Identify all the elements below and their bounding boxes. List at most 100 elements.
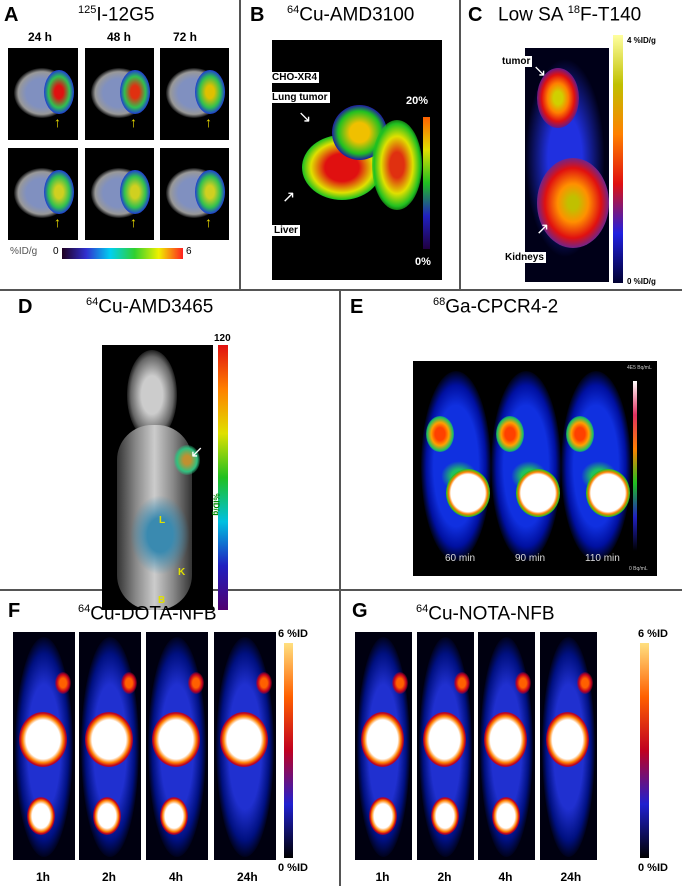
pet-image: 4E5 Bq/mL 0 Bq/mL 60 min 90 min 110 min xyxy=(413,361,657,576)
pet-ct-slice: ↑ xyxy=(160,48,229,140)
tumor-uptake xyxy=(55,672,71,694)
liver-uptake xyxy=(152,712,200,767)
panel-title: 64Cu-NOTA-NFB xyxy=(416,603,555,625)
pet-ct-slice: ↑ xyxy=(85,48,154,140)
bladder-uptake xyxy=(160,797,188,835)
colorbar xyxy=(640,643,649,858)
scale-min: 0 %ID xyxy=(638,862,668,874)
arrow-icon: ↑ xyxy=(130,114,137,130)
pet-image xyxy=(525,48,609,282)
liver-uptake xyxy=(423,712,466,767)
liver-uptake xyxy=(484,712,527,767)
pet-image xyxy=(79,632,141,860)
time-label: 60 min xyxy=(445,553,476,564)
bladder-uptake xyxy=(93,797,121,835)
pet-image xyxy=(355,632,412,860)
pet-ct-slice: ↑ xyxy=(8,148,78,240)
liver-uptake xyxy=(85,712,133,767)
scale-max: 6 xyxy=(186,246,192,257)
arrow-icon: ↙ xyxy=(190,444,204,461)
pet-image xyxy=(540,632,597,860)
liver-uptake xyxy=(546,712,589,767)
panel-letter: A xyxy=(4,4,19,26)
panel-title: 64Cu-AMD3100 xyxy=(287,4,415,26)
time-label: 1h xyxy=(375,870,390,884)
divider xyxy=(239,0,241,290)
arrow-icon: ↘ xyxy=(298,109,312,126)
colorbar xyxy=(218,345,228,610)
pet-image xyxy=(146,632,208,860)
scale-unit: %ID/g xyxy=(10,246,38,257)
scale-max: 4E5 Bq/mL xyxy=(627,365,652,371)
tumor-uptake xyxy=(454,672,470,694)
pet-image xyxy=(13,632,75,860)
divider xyxy=(0,589,682,591)
scale-unit: %ID/g xyxy=(211,493,221,516)
time-label: 90 min xyxy=(515,553,546,564)
pet-image xyxy=(214,632,276,860)
tumor-uptake xyxy=(566,416,594,452)
pet-ct-slice: ↑ xyxy=(8,48,78,140)
bladder-uptake xyxy=(586,469,630,517)
tumor-uptake xyxy=(426,416,454,452)
scale-max: 6 %ID xyxy=(638,628,668,640)
tumor-uptake xyxy=(44,170,74,214)
colorbar xyxy=(62,248,183,259)
arrow-icon: ↗ xyxy=(282,189,296,206)
scale-min: 0 xyxy=(53,246,59,257)
tumor-uptake xyxy=(496,416,524,452)
tumor-uptake xyxy=(392,672,408,694)
panel-title: 64Cu-AMD3465 xyxy=(86,296,214,318)
tumor-uptake xyxy=(256,672,272,694)
panel-title: 125I-12G5 xyxy=(78,4,155,26)
panel-letter: G xyxy=(352,600,368,622)
panel-letter: F xyxy=(8,600,21,622)
arrow-icon: ↑ xyxy=(130,214,137,230)
time-label: 4h xyxy=(169,870,184,884)
tumor-uptake xyxy=(195,70,225,114)
label-tumor: CHO-XR4 xyxy=(270,72,320,83)
scale-max: 4 %ID/g xyxy=(627,36,656,45)
scale-min: 0 %ID xyxy=(278,862,308,874)
liver-uptake xyxy=(361,712,404,767)
time-label: 24h xyxy=(560,870,582,884)
scale-min: 0% xyxy=(415,256,431,268)
bladder-uptake xyxy=(446,469,490,517)
time-label: 48 h xyxy=(107,30,132,44)
tumor-uptake xyxy=(195,170,225,214)
divider xyxy=(339,290,341,886)
time-label: 1h xyxy=(36,870,51,884)
scale-max: 20% xyxy=(406,95,429,107)
time-label: 2h xyxy=(437,870,452,884)
arrow-icon: ↗ xyxy=(536,221,550,238)
label-tumor: Lung tumor xyxy=(270,92,330,103)
panel-title: Low SA 18F-T140 xyxy=(498,4,642,26)
panel-letter: B xyxy=(250,4,265,26)
organ-label: L xyxy=(159,515,166,526)
pet-image xyxy=(417,632,474,860)
tumor-uptake xyxy=(121,672,137,694)
ct-image: L K B xyxy=(102,345,213,610)
colorbar xyxy=(284,643,293,858)
time-label: 2h xyxy=(102,870,117,884)
time-label: 24 h xyxy=(28,30,53,44)
arrow-icon: ↘ xyxy=(533,63,547,80)
tumor-uptake xyxy=(515,672,531,694)
arrow-icon: ↑ xyxy=(205,114,212,130)
time-label: 110 min xyxy=(585,553,620,564)
scale-max: 6 %ID xyxy=(278,628,308,640)
tumor-uptake xyxy=(577,672,593,694)
panel-letter: E xyxy=(350,296,364,318)
label-kidneys: Kidneys xyxy=(503,252,546,263)
pet-ct-slice: ↑ xyxy=(160,148,229,240)
bladder-uptake xyxy=(27,797,55,835)
bladder-uptake xyxy=(431,797,459,835)
tumor-uptake xyxy=(120,170,150,214)
time-label: 4h xyxy=(498,870,513,884)
panel-letter: D xyxy=(18,296,33,318)
panel-title: 64Cu-DOTA-NFB xyxy=(78,603,217,625)
bladder-uptake xyxy=(369,797,397,835)
divider xyxy=(0,289,682,291)
scale-max: 120 xyxy=(214,333,231,344)
colorbar xyxy=(613,35,623,283)
